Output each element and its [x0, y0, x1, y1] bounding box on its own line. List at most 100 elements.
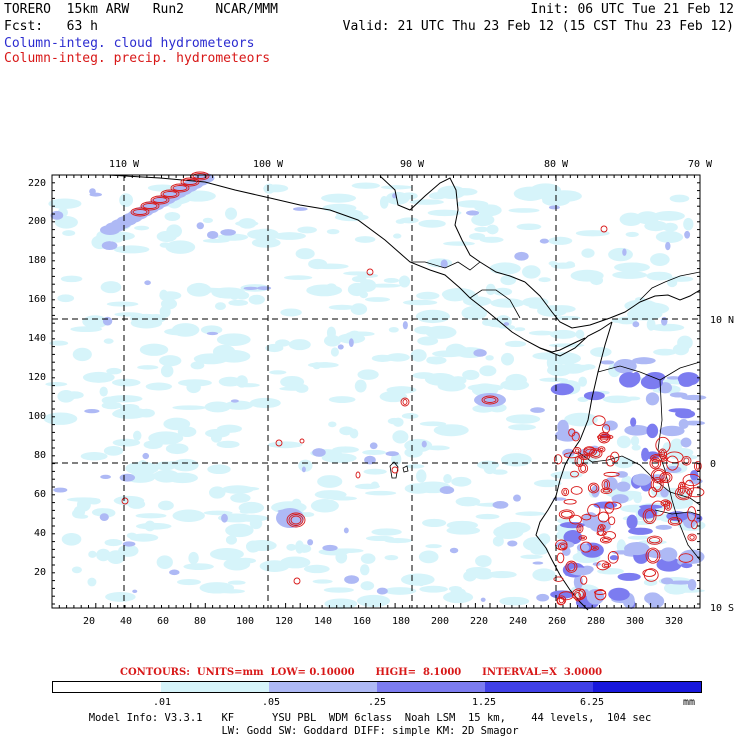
cloud-patch — [129, 533, 159, 542]
precip-contour — [600, 225, 608, 233]
y-tick-160: 160 — [28, 294, 46, 305]
cloud-patch — [102, 316, 113, 326]
colorbar-label-2: .25 — [368, 697, 387, 708]
precip-contour — [140, 201, 160, 211]
cloud-patch — [402, 299, 438, 306]
x-tick-240: 240 — [509, 616, 527, 627]
cloud-patch — [462, 369, 480, 380]
cloud-patch — [82, 315, 108, 329]
cloud-patch — [652, 211, 685, 221]
precip-contour — [603, 563, 609, 567]
cloud-patch — [172, 509, 205, 523]
lon-label-70w: 70 W — [688, 159, 713, 170]
cloud-patch — [292, 207, 308, 211]
precip-contour — [650, 468, 667, 484]
cloud-patch — [487, 571, 517, 579]
cloud-patch — [655, 230, 683, 243]
cloud-patch — [251, 237, 281, 248]
cloud-patch — [57, 294, 75, 303]
cloud-patch — [385, 451, 399, 457]
cloud-patch — [137, 460, 149, 473]
cloud-patch — [252, 228, 280, 241]
cloud-patch — [326, 229, 340, 235]
cloud-patch — [646, 423, 659, 439]
precip-contour — [597, 446, 606, 453]
cloud-patch — [257, 286, 272, 291]
cloud-patch — [548, 343, 585, 348]
cloud-patch — [486, 224, 499, 235]
cloud-patch — [265, 343, 284, 353]
precip-contour — [132, 209, 148, 215]
cloud-patch — [99, 386, 108, 397]
precip-contour — [662, 500, 669, 506]
cloud-patch — [549, 329, 577, 339]
cloud-patch — [221, 485, 254, 494]
cloud-patch — [538, 277, 551, 283]
cloud-patch — [225, 523, 254, 538]
cloud-patch — [520, 554, 543, 559]
precip-contour — [402, 399, 408, 405]
precip-contour — [162, 191, 178, 197]
cloud-patch — [329, 548, 364, 554]
cloud-patch — [134, 225, 150, 231]
cloud-patch — [243, 286, 258, 290]
cloud-patch — [655, 524, 672, 530]
colorbar — [52, 681, 702, 693]
cloud-patch — [522, 297, 549, 308]
cloud-patch — [632, 321, 640, 328]
precip-contour — [563, 489, 568, 495]
cloud-patch — [280, 308, 302, 317]
cloud-patch — [539, 377, 569, 382]
precip-contour — [651, 458, 660, 468]
y-tick-180: 180 — [28, 255, 46, 266]
cloud-patch — [208, 486, 226, 499]
cloud-patch — [645, 392, 660, 406]
cloud-patch — [449, 376, 467, 385]
precip-contour — [674, 486, 693, 501]
cloud-patch — [632, 473, 652, 486]
cloud-patch — [249, 517, 263, 530]
cloud-patch — [343, 527, 349, 534]
precip-contour — [152, 197, 168, 203]
field-cloud-label: Column-integ. cloud hydrometeors — [4, 36, 255, 51]
cloud-patch — [528, 330, 556, 336]
cloud-patch — [132, 589, 138, 594]
cloud-patch — [127, 499, 146, 509]
cloud-patch — [160, 298, 178, 310]
x-tick-220: 220 — [470, 616, 488, 627]
cloud-patch — [103, 445, 124, 456]
cloud-patch — [137, 365, 159, 370]
cloud-patch — [646, 271, 673, 281]
cloud-patch — [312, 263, 349, 270]
precip-contour — [610, 451, 620, 463]
cloud-patch — [473, 349, 487, 357]
cloud-patch — [626, 514, 638, 530]
cloud-patch — [298, 459, 313, 472]
cloud-patch — [661, 316, 668, 326]
x-tick-120: 120 — [275, 616, 293, 627]
cloud-patch — [263, 183, 276, 194]
precip-contour — [650, 500, 666, 517]
precip-contour — [645, 547, 661, 564]
cloud-patch — [575, 230, 610, 237]
precip-contour — [601, 538, 610, 542]
cloud-patch — [96, 548, 111, 562]
cloud-patch — [672, 447, 694, 457]
colorbar-seg-4 — [485, 682, 593, 692]
cloud-patch — [54, 216, 78, 229]
precip-contour — [483, 397, 497, 403]
precip-contour — [660, 450, 665, 458]
precip-contour — [597, 434, 614, 440]
cloud-patch — [249, 397, 281, 409]
init-time: Init: 06 UTC Tue 21 Feb 12 — [530, 2, 735, 17]
cloud-patch — [235, 220, 259, 227]
cloud-patch — [360, 553, 376, 564]
cloud-patch — [100, 474, 111, 479]
cloud-patch — [221, 513, 228, 523]
precip-contour — [647, 549, 659, 563]
y-tick-20: 20 — [34, 567, 46, 578]
cloud-patch — [119, 473, 136, 482]
y-tick-140: 140 — [28, 333, 46, 344]
cloud-patch — [321, 453, 357, 463]
precip-contour — [182, 179, 198, 185]
